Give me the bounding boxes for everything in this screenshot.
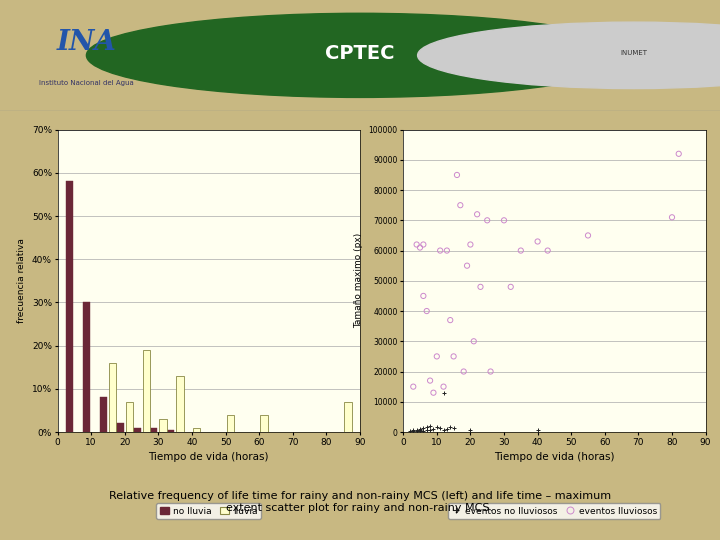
Text: Relative frequency of life time for rainy and non-rainy MCS (left) and life time: Relative frequency of life time for rain…: [109, 491, 611, 513]
Point: [673, 150, 685, 158]
Point: [414, 427, 426, 435]
Bar: [66, 181, 73, 432]
Point: [462, 261, 473, 270]
Point: [515, 246, 526, 255]
Bar: [344, 402, 351, 432]
Bar: [117, 423, 124, 432]
Point: [431, 423, 443, 432]
Circle shape: [418, 22, 720, 89]
Point: [474, 282, 486, 291]
Point: [424, 422, 436, 430]
Bar: [133, 428, 140, 432]
Point: [448, 424, 459, 433]
Point: [404, 427, 415, 435]
Point: [418, 240, 429, 249]
Bar: [109, 363, 117, 432]
Bar: [159, 419, 167, 432]
Text: CPTEC: CPTEC: [325, 44, 395, 63]
Bar: [193, 428, 200, 432]
Point: [438, 382, 449, 391]
Point: [666, 213, 678, 221]
Bar: [99, 397, 107, 432]
Point: [464, 240, 476, 249]
Point: [418, 427, 429, 435]
Point: [414, 426, 426, 435]
Point: [542, 246, 554, 255]
Point: [434, 424, 446, 433]
Point: [438, 426, 449, 434]
Point: [451, 171, 463, 179]
Point: [468, 337, 480, 346]
Point: [424, 376, 436, 385]
Point: [411, 240, 423, 249]
Bar: [176, 376, 184, 432]
Point: [414, 425, 426, 434]
Point: [418, 292, 429, 300]
Point: [444, 423, 456, 431]
Bar: [227, 415, 234, 432]
Text: INA: INA: [56, 29, 117, 56]
Point: [458, 367, 469, 376]
Point: [431, 352, 443, 361]
Legend: no lluvia, lluvia: no lluvia, lluvia: [156, 503, 261, 519]
Bar: [83, 302, 90, 432]
Y-axis label: Tamaño maximo (px): Tamaño maximo (px): [354, 233, 363, 328]
Point: [485, 367, 496, 376]
Point: [448, 352, 459, 361]
Point: [421, 426, 433, 435]
Point: [464, 426, 476, 434]
Point: [408, 427, 419, 436]
Point: [444, 316, 456, 325]
Point: [411, 427, 423, 435]
Point: [438, 388, 449, 397]
Point: [421, 307, 433, 315]
Point: [472, 210, 483, 219]
Point: [532, 426, 544, 434]
Bar: [150, 428, 158, 432]
Bar: [167, 430, 174, 432]
Point: [418, 424, 429, 433]
Point: [408, 426, 419, 435]
X-axis label: Tiempo de vida (horas): Tiempo de vida (horas): [494, 452, 615, 462]
Point: [411, 426, 423, 434]
Bar: [143, 350, 150, 432]
Bar: [260, 415, 268, 432]
Legend: eventos no lluviosos, eventos lluviosos: eventos no lluviosos, eventos lluviosos: [449, 503, 660, 519]
Point: [498, 216, 510, 225]
Point: [454, 201, 466, 210]
Point: [582, 231, 594, 240]
Point: [532, 237, 544, 246]
X-axis label: Tiempo de vida (horas): Tiempo de vida (horas): [148, 452, 269, 462]
Point: [505, 282, 516, 291]
Point: [414, 243, 426, 252]
Point: [441, 424, 453, 433]
Point: [434, 246, 446, 255]
Point: [441, 246, 453, 255]
Point: [428, 388, 439, 397]
Point: [421, 423, 433, 432]
Point: [408, 382, 419, 391]
Circle shape: [86, 14, 634, 97]
Point: [424, 426, 436, 434]
Y-axis label: frecuencia relativa: frecuencia relativa: [17, 238, 27, 323]
Text: INUMET: INUMET: [620, 50, 647, 56]
Point: [482, 216, 493, 225]
Text: Instituto Nacional del Agua: Instituto Nacional del Agua: [39, 80, 134, 86]
Bar: [126, 402, 133, 432]
Point: [428, 424, 439, 433]
